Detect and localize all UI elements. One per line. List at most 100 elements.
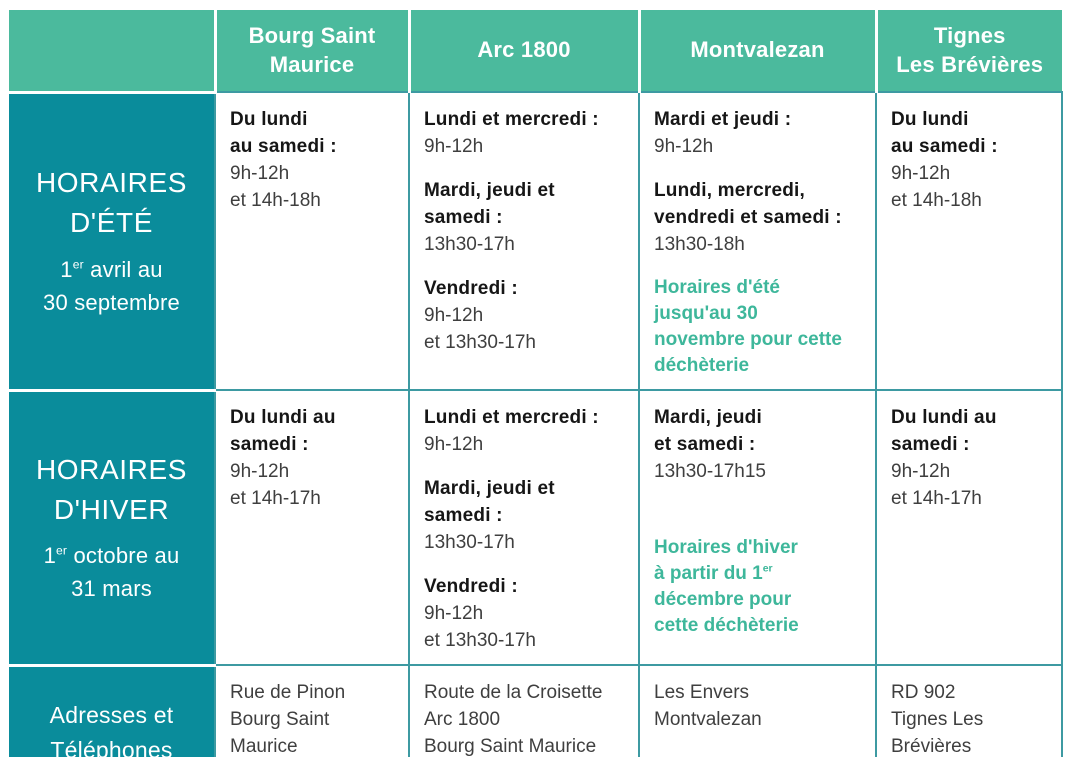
- text-line: Maurice: [269, 51, 355, 77]
- winter-cell-arc-1800: Lundi et mercredi : 9h-12h Mardi, jeudi et…: [408, 389, 640, 666]
- winter-cell-bourg-saint-maurice: Du lundi au samedi : 9h-12h et 14h-17h: [214, 389, 410, 666]
- text-line: 9h-12h: [230, 461, 290, 482]
- text-line: Du lundi: [891, 109, 969, 130]
- text-line: Horaires d'été: [654, 277, 780, 298]
- address-text: Rue de Pinon Bourg Saint Maurice: [230, 679, 396, 757]
- schedule-hours-text: 9h-12h et 14h-18h: [230, 160, 396, 214]
- text-line: Arc 1800: [424, 709, 501, 730]
- text-line: Lundi, mercredi,: [654, 180, 806, 201]
- text-line: et 14h-18h: [230, 190, 321, 211]
- corner-cell: [9, 10, 215, 92]
- contact-row: Adresses et Téléphones Rue de Pinon Bourg …: [9, 663, 1063, 757]
- text-line: 9h-12h: [424, 305, 484, 326]
- text-line: cette déchèterie: [654, 615, 799, 636]
- text-line: 31 mars: [71, 576, 152, 602]
- text-line: Bourg Saint: [230, 709, 330, 730]
- text-line: RD 902: [891, 682, 956, 703]
- text-line: et 14h-17h: [230, 488, 321, 509]
- text-line: et 14h-18h: [891, 190, 982, 211]
- ordinal-superscript: er: [72, 257, 84, 272]
- text-line: à partir du 1er: [654, 563, 773, 584]
- column-header-bourg-saint-maurice: Bourg Saint Maurice: [213, 10, 409, 92]
- text-line: Vendredi :: [424, 278, 518, 299]
- schedule-hours-text: 13h30-18h: [654, 231, 863, 258]
- row-label-summer: HORAIRES D'ÉTÉ 1er avril au 30 septembre: [9, 90, 215, 390]
- text-line: Rue de Pinon: [230, 682, 346, 703]
- summer-title: HORAIRES D'ÉTÉ: [15, 163, 208, 243]
- schedule-days-heading: Mardi et jeudi :: [654, 106, 863, 133]
- text-line: Téléphones: [50, 736, 173, 757]
- text-line: D'HIVER: [53, 493, 170, 525]
- schedule-days-heading: Lundi et mercredi :: [424, 106, 626, 133]
- text-line: et 13h30-17h: [424, 630, 536, 651]
- text-line: au samedi :: [230, 136, 337, 157]
- schedule-hours-text: 9h-12h et 13h30-17h: [424, 600, 626, 654]
- text-line: 1er octobre au: [43, 543, 180, 569]
- text-line: au samedi :: [891, 136, 998, 157]
- header-row: Bourg Saint Maurice Arc 1800 Montvalezan …: [9, 10, 1062, 92]
- text-line: vendredi et samedi :: [654, 207, 842, 228]
- schedule-days-heading: Lundi, mercredi, vendredi et samedi :: [654, 177, 863, 231]
- text-line: Du lundi: [230, 109, 308, 130]
- contact-title: Adresses et Téléphones: [15, 698, 208, 757]
- text-line: et 14h-17h: [891, 488, 982, 509]
- text-line: et samedi :: [654, 434, 756, 455]
- dechetterie-schedule-table: Bourg Saint Maurice Arc 1800 Montvalezan …: [9, 10, 1063, 757]
- text-line: Brévières: [891, 736, 972, 757]
- schedule-days-heading: Mardi, jeudi et samedi :: [424, 177, 626, 231]
- text-line: 9h-12h: [891, 163, 951, 184]
- ordinal-superscript: er: [762, 563, 773, 575]
- text-line: Tignes Les: [891, 709, 984, 730]
- text-line: Vendredi :: [424, 576, 518, 597]
- text-line: Adresses et: [49, 702, 174, 729]
- contact-cell-arc-1800: Route de la Croisette Arc 1800 Bourg Saint…: [408, 664, 640, 757]
- text-line: 13h30-17h: [424, 234, 515, 255]
- text-line: novembre pour cette: [654, 329, 842, 350]
- text-line: 13h30-17h15: [654, 461, 766, 482]
- text-line: 30 septembre: [43, 289, 180, 315]
- schedule-days-heading: Lundi et mercredi :: [424, 404, 626, 431]
- text-line: 9h-12h: [424, 434, 484, 455]
- text-line: HORAIRES: [35, 453, 188, 485]
- text-line: Mardi, jeudi et: [424, 180, 555, 201]
- text-line: Mardi, jeudi et: [424, 478, 555, 499]
- schedule-days-heading: Du lundi au samedi :: [230, 404, 396, 458]
- winter-cell-montvalezan: Mardi, jeudi et samedi : 13h30-17h15 Horair…: [638, 389, 877, 666]
- text-line: Montvalezan: [690, 37, 825, 63]
- text-line: Bourg Saint: [248, 22, 376, 48]
- schedule-hours-text: 9h-12h: [424, 133, 626, 160]
- text-line: samedi :: [424, 505, 503, 526]
- winter-date-range: 1er octobre au 31 mars: [15, 539, 208, 605]
- summer-cell-arc-1800: Lundi et mercredi : 9h-12h Mardi, jeudi et…: [408, 91, 640, 391]
- text-line: samedi :: [891, 434, 970, 455]
- row-label-winter: HORAIRES D'HIVER 1er octobre au 31 mars: [9, 388, 215, 665]
- text-line: Lundi et mercredi :: [424, 407, 599, 428]
- schedule-days-heading: Vendredi :: [424, 275, 626, 302]
- text-line: Horaires d'hiver: [654, 537, 798, 558]
- text-line: Maurice: [230, 736, 298, 757]
- address-text: Les Envers Montvalezan: [654, 679, 863, 733]
- schedule-hours-text: 13h30-17h: [424, 231, 626, 258]
- text-line: samedi :: [424, 207, 503, 228]
- contact-cell-montvalezan: Les EnversMontvalezan06 08 10 99 79: [638, 664, 877, 757]
- text-line: Lundi et mercredi :: [424, 109, 599, 130]
- text-line: Mardi et jeudi :: [654, 109, 792, 130]
- seasonal-note: Horaires d'hiver à partir du 1er décembre …: [654, 535, 863, 639]
- schedule-days-heading: Du lundi au samedi :: [891, 404, 1049, 458]
- summer-cell-bourg-saint-maurice: Du lundi au samedi : 9h-12h et 14h-18h: [214, 91, 410, 391]
- text-line: Montvalezan: [654, 709, 762, 730]
- text-line: 9h-12h: [654, 136, 714, 157]
- text-line: Tignes: [933, 22, 1006, 48]
- text-line: samedi :: [230, 434, 309, 455]
- column-header-montvalezan: Montvalezan: [637, 10, 876, 92]
- text-line: 9h-12h: [230, 163, 290, 184]
- text-line: Mardi, jeudi: [654, 407, 762, 428]
- schedule-hours-text: 9h-12h et 14h-17h: [230, 458, 396, 512]
- text-line: décembre pour: [654, 589, 792, 610]
- seasonal-note: Horaires d'été jusqu'au 30 novembre pour c…: [654, 275, 863, 379]
- schedule-hours-text: 9h-12h: [424, 431, 626, 458]
- text-line: 13h30-17h: [424, 532, 515, 553]
- schedule-days-heading: Du lundi au samedi :: [230, 106, 396, 160]
- schedule-days-heading: Vendredi :: [424, 573, 626, 600]
- text-line: 9h-12h: [891, 461, 951, 482]
